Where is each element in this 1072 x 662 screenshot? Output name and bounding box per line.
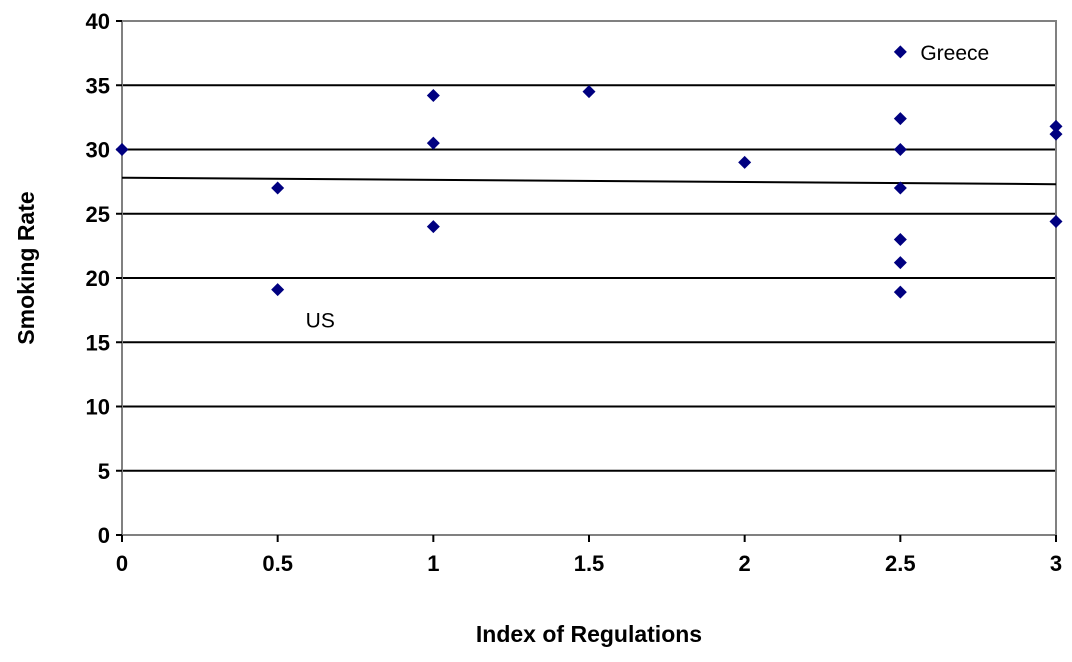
data-point — [271, 283, 285, 297]
data-point — [893, 232, 907, 246]
annotations: Greece US — [306, 42, 990, 333]
data-point — [738, 155, 752, 169]
data-point — [426, 136, 440, 150]
trendline — [121, 176, 1057, 186]
y-axis-title: Smoking Rate — [13, 191, 39, 344]
data-point — [893, 256, 907, 270]
y-tick-label: 5 — [98, 459, 110, 484]
y-tick-label: 30 — [86, 138, 110, 163]
x-axis-title: Index of Regulations — [476, 621, 702, 647]
x-tick-label: 1.5 — [574, 551, 605, 576]
x-axis-ticks: 0 0.5 1 1.5 2 2.5 3 — [116, 535, 1062, 576]
x-tick-label: 2 — [739, 551, 751, 576]
data-point — [893, 285, 907, 299]
y-tick-label: 0 — [98, 523, 110, 548]
point-annotation: US — [306, 310, 335, 333]
x-tick-label: 3 — [1050, 551, 1062, 576]
x-tick-label: 1 — [427, 551, 439, 576]
data-point — [893, 112, 907, 126]
y-tick-label: 15 — [86, 330, 110, 355]
x-tick-label: 0 — [116, 551, 128, 576]
data-points — [115, 45, 1063, 299]
data-point — [893, 143, 907, 156]
data-point — [893, 45, 907, 59]
point-annotation: Greece — [920, 42, 989, 65]
data-point — [1049, 119, 1063, 133]
data-point — [1049, 127, 1063, 141]
x-tick-label: 2.5 — [885, 551, 916, 576]
y-tick-label: 40 — [86, 9, 110, 34]
y-tick-label: 35 — [86, 73, 110, 98]
data-point — [1049, 214, 1063, 228]
data-point — [426, 89, 440, 103]
data-point — [115, 143, 129, 156]
y-tick-label: 10 — [86, 395, 110, 420]
data-point — [582, 85, 596, 99]
gridlines — [121, 21, 1056, 536]
data-point — [426, 220, 440, 234]
y-axis-ticks: 0 5 10 15 20 25 30 35 40 — [86, 9, 122, 548]
y-tick-label: 25 — [86, 202, 110, 227]
y-tick-label: 20 — [86, 266, 110, 291]
data-point — [893, 181, 907, 195]
x-tick-label: 0.5 — [262, 551, 293, 576]
data-point — [271, 181, 285, 195]
